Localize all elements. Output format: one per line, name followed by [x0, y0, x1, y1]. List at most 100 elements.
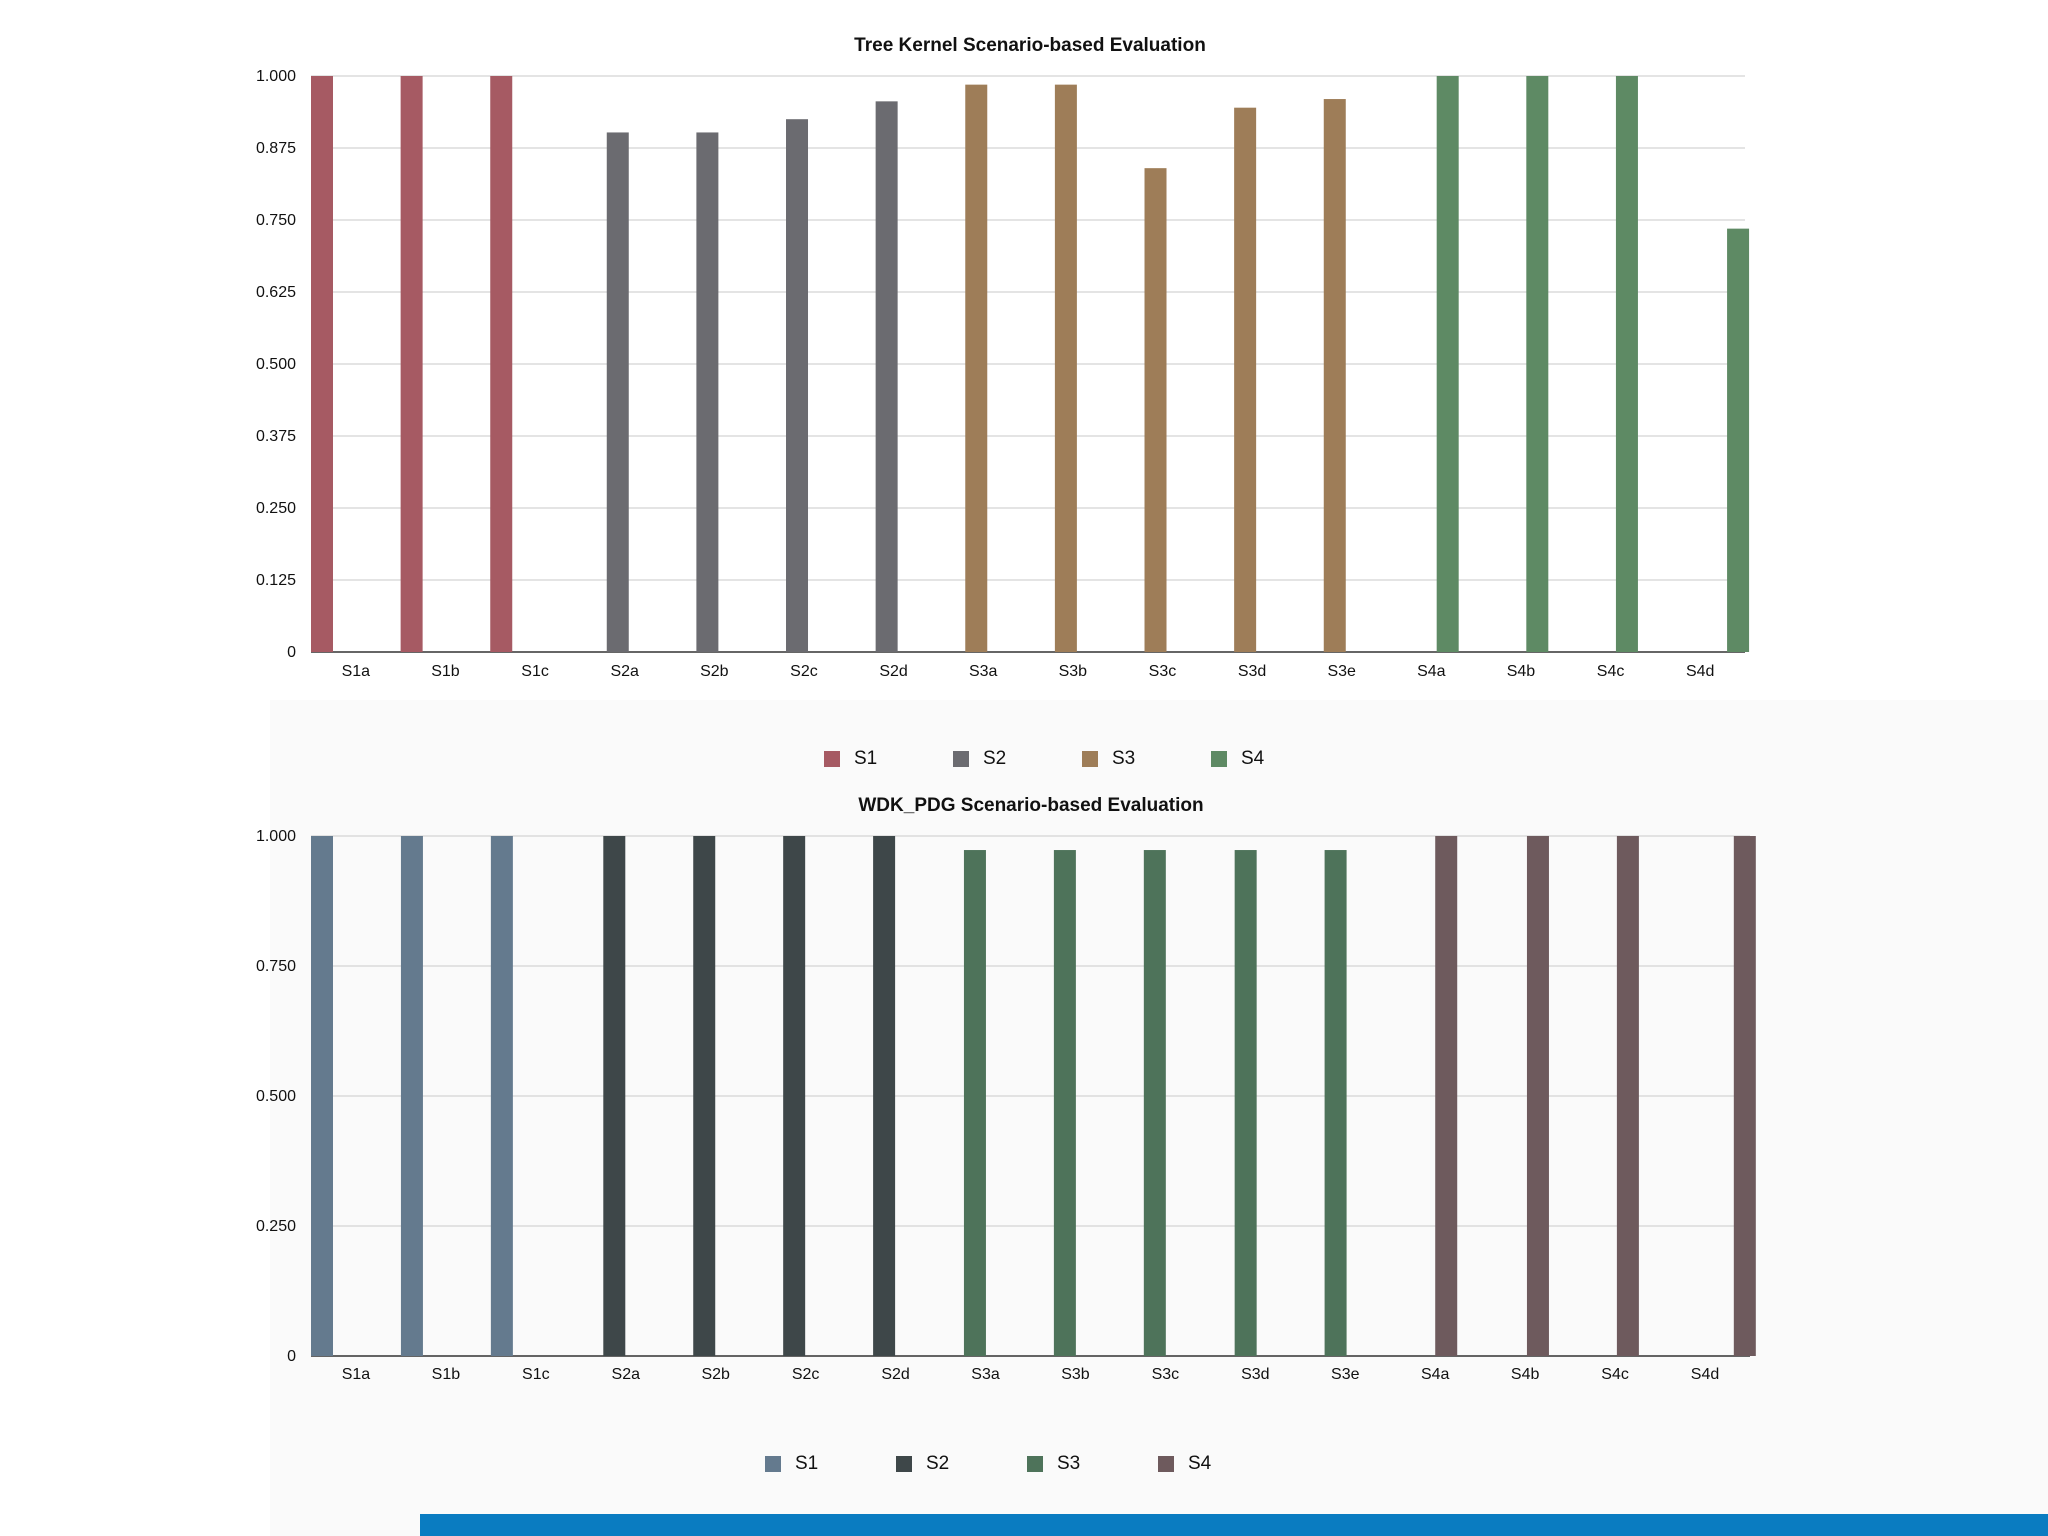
legend-item-s4: S4 [1211, 748, 1340, 770]
x-tick-label: S4c [1597, 663, 1625, 680]
bar-s1c [490, 836, 513, 1356]
bar-s2c [786, 119, 809, 652]
legend-label-s1: S1 [795, 1453, 819, 1474]
bar-s1a [311, 76, 333, 652]
x-tick-label: S3b [1061, 1366, 1090, 1383]
bar-s3b [1054, 84, 1077, 652]
bar-s4c [1616, 836, 1639, 1356]
bar-s2d [875, 101, 898, 653]
x-tick-label: S3e [1331, 1366, 1360, 1383]
bar-s4b [1526, 836, 1549, 1356]
legend-swatch-s1 [765, 1456, 781, 1472]
x-tick-label: S3c [1152, 1366, 1180, 1383]
x-tick-label: S3d [1238, 663, 1266, 680]
legend-swatch-s3 [1082, 751, 1098, 767]
x-tick-label: S2d [881, 1366, 909, 1383]
x-tick-label: S2c [790, 663, 818, 680]
x-tick-label: S4c [1601, 1366, 1629, 1383]
y-tick-label: 0.500 [256, 1088, 296, 1105]
legend-swatch-s1 [824, 751, 840, 767]
legend-label-s3: S3 [1112, 748, 1136, 769]
x-tick-label: S3e [1327, 663, 1356, 680]
legend-label-s4: S4 [1241, 748, 1265, 769]
legend-label-s2: S2 [983, 748, 1007, 769]
legend-item-s3: S3 [1082, 748, 1211, 770]
bar-s3d [1234, 850, 1257, 1356]
y-tick-label: 0.500 [256, 356, 296, 373]
legend-swatch-s2 [953, 751, 969, 767]
bar-s2a [603, 836, 626, 1356]
bar-s2a [606, 132, 629, 652]
x-tick-label: S3a [971, 1366, 1000, 1383]
bar-s1b [400, 76, 423, 652]
y-tick-label: 0 [287, 1348, 296, 1365]
bar-s2c [783, 836, 806, 1356]
y-tick-label: 0.750 [256, 212, 296, 229]
y-tick-label: 0.375 [256, 428, 296, 445]
y-tick-label: 0.125 [256, 572, 296, 589]
legend-item-s4: S4 [1158, 1453, 1289, 1475]
bar-s3b [1053, 850, 1076, 1356]
x-tick-label: S2d [879, 663, 907, 680]
bar-s3e [1324, 850, 1347, 1356]
bar-s2b [696, 132, 719, 652]
x-tick-label: S4b [1507, 663, 1536, 680]
bar-s3c [1144, 168, 1167, 652]
legend-label-s3: S3 [1057, 1453, 1081, 1474]
x-tick-label: S1b [431, 663, 460, 680]
legend-swatch-s3 [1027, 1456, 1043, 1472]
x-tick-label: S1c [522, 1366, 550, 1383]
y-tick-label: 0.250 [256, 1218, 296, 1235]
legend-label-s4: S4 [1188, 1453, 1212, 1474]
chart-title-tree-kernel: Tree Kernel Scenario-based Evaluation [854, 35, 1206, 56]
y-tick-label: 1.000 [256, 828, 296, 845]
legend-swatch-s4 [1211, 751, 1227, 767]
bar-s4d [1733, 836, 1756, 1356]
bar-s1b [400, 836, 423, 1356]
bar-s4a [1435, 836, 1458, 1356]
bar-s4d [1727, 228, 1750, 652]
legend-item-s2: S2 [953, 748, 1082, 770]
x-tick-label: S4d [1686, 663, 1714, 680]
bar-s3a [965, 84, 988, 652]
legend-item-s3: S3 [1027, 1453, 1158, 1475]
bar-s4c [1615, 76, 1638, 652]
x-tick-label: S1a [342, 663, 371, 680]
x-tick-label: S3d [1241, 1366, 1269, 1383]
legend-swatch-s2 [896, 1456, 912, 1472]
x-tick-label: S4a [1421, 1366, 1450, 1383]
x-tick-label: S2a [612, 1366, 641, 1383]
legend-item-s1: S1 [765, 1453, 896, 1475]
x-tick-label: S4a [1417, 663, 1446, 680]
legend-swatch-s4 [1158, 1456, 1174, 1472]
bar-s3c [1143, 850, 1166, 1356]
x-tick-label: S1c [521, 663, 549, 680]
x-tick-label: S4d [1691, 1366, 1719, 1383]
bar-s3e [1323, 99, 1346, 653]
legend-label-s2: S2 [926, 1453, 950, 1474]
legend-tree-kernel: S1 S2 S3 S4 [824, 748, 1340, 770]
y-tick-label: 0.625 [256, 284, 296, 301]
legend-wdk-pdg: S1 S2 S3 S4 [765, 1453, 1289, 1475]
x-tick-label: S2c [792, 1366, 820, 1383]
bottom-accent-bar [420, 1514, 2048, 1536]
bar-s2d [873, 836, 896, 1356]
x-tick-label: S2b [701, 1366, 730, 1383]
bar-s2b [693, 836, 716, 1356]
y-tick-label: 1.000 [256, 68, 296, 85]
chart-title-wdk-pdg: WDK_PDG Scenario-based Evaluation [858, 795, 1204, 816]
bar-s4b [1526, 76, 1549, 652]
bar-s3d [1234, 107, 1257, 653]
bar-s1c [490, 76, 513, 652]
x-tick-label: S3a [969, 663, 998, 680]
x-tick-label: S2a [610, 663, 639, 680]
y-tick-label: 0 [287, 644, 296, 661]
x-tick-label: S3c [1149, 663, 1177, 680]
bar-s3a [963, 850, 986, 1356]
y-tick-label: 0.750 [256, 958, 296, 975]
legend-item-s2: S2 [896, 1453, 1027, 1475]
y-tick-label: 0.250 [256, 500, 296, 517]
x-tick-label: S2b [700, 663, 729, 680]
y-tick-label: 0.875 [256, 140, 296, 157]
